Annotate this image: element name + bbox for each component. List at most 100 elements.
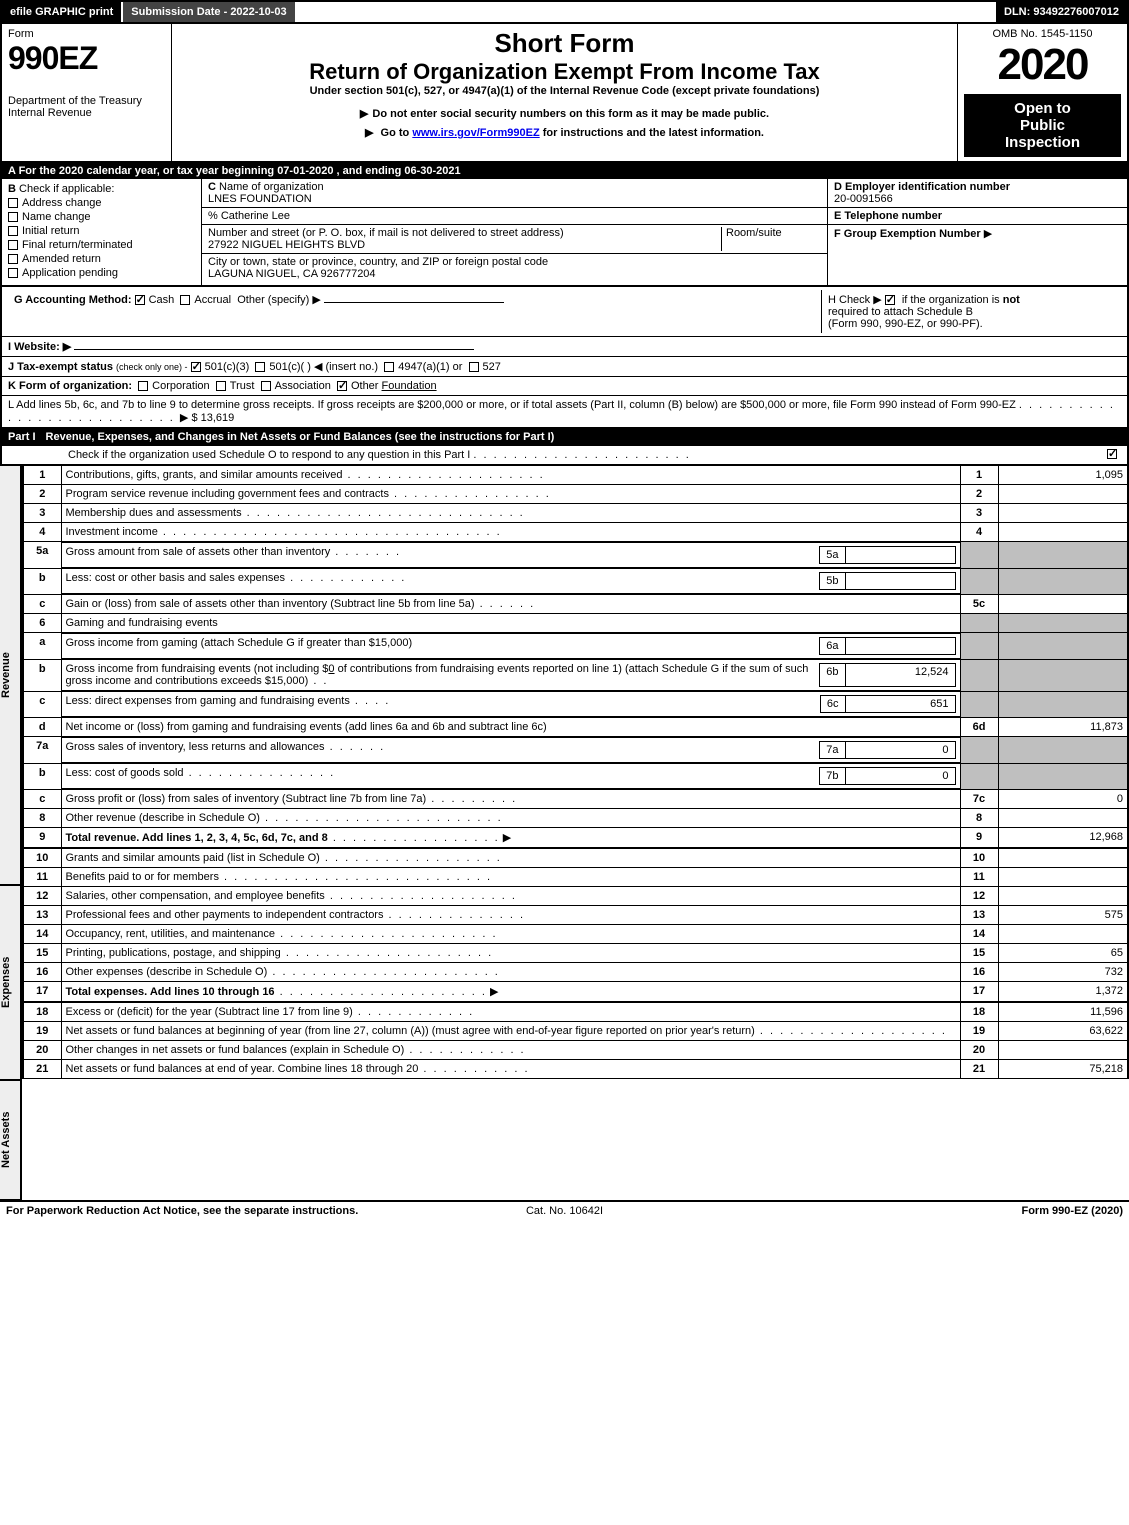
table-row: bGross income from fundraising events (n… <box>23 659 1128 691</box>
table-row: 8Other revenue (describe in Schedule O) … <box>23 809 1128 828</box>
footer-left: For Paperwork Reduction Act Notice, see … <box>6 1205 378 1217</box>
k-label: K Form of organization: <box>8 380 132 392</box>
line-text: Net assets or fund balances at end of ye… <box>61 1060 960 1079</box>
sub-num: 6a <box>819 637 845 655</box>
checkbox-trust[interactable] <box>216 381 226 391</box>
line-rnum: 8 <box>960 809 998 828</box>
sub-amount: 0 <box>846 767 956 785</box>
part-1-title: Revenue, Expenses, and Changes in Net As… <box>46 431 555 443</box>
line-num: 14 <box>23 925 61 944</box>
header-left: Form 990EZ Department of the Treasury In… <box>2 24 172 161</box>
line-text: Net assets or fund balances at beginning… <box>61 1022 960 1041</box>
footer-right-pre: Form <box>1021 1205 1052 1217</box>
goto-pre: Go to <box>381 127 413 139</box>
c-letter: C <box>208 181 216 193</box>
other-specify-input[interactable] <box>324 302 504 303</box>
l-text: L Add lines 5b, 6c, and 7b to line 9 to … <box>8 399 1016 411</box>
checkbox-address-change[interactable] <box>8 198 18 208</box>
open-line3: Inspection <box>968 134 1117 151</box>
table-row: aGross income from gaming (attach Schedu… <box>23 633 1128 660</box>
j-label: J Tax-exempt status <box>8 361 113 373</box>
sub-amount <box>846 546 956 564</box>
city-label: City or town, state or province, country… <box>208 256 548 268</box>
care-of: % Catherine Lee <box>202 208 827 225</box>
sub-amount: 651 <box>846 695 956 713</box>
checkbox-other-org[interactable] <box>337 381 347 391</box>
table-row: 7aGross sales of inventory, less returns… <box>23 737 1128 764</box>
line-rnum: 12 <box>960 887 998 906</box>
checkbox-amended-return[interactable] <box>8 254 18 264</box>
b-letter: B <box>8 183 16 195</box>
line-rnum: 19 <box>960 1022 998 1041</box>
website-input[interactable] <box>74 349 474 350</box>
topbar-spacer <box>297 2 996 22</box>
grey-cell <box>998 633 1128 660</box>
checkbox-h[interactable] <box>885 295 895 305</box>
name-change-label: Name change <box>22 211 91 223</box>
line-amount <box>998 485 1128 504</box>
checkbox-accrual[interactable] <box>180 295 190 305</box>
checkbox-application-pending[interactable] <box>8 268 18 278</box>
checkbox-schedule-o[interactable] <box>1107 449 1117 459</box>
checkbox-association[interactable] <box>261 381 271 391</box>
line-num: 15 <box>23 944 61 963</box>
h-not: not <box>1003 294 1020 306</box>
line-num: 16 <box>23 963 61 982</box>
opt-4947: 4947(a)(1) or <box>398 361 462 373</box>
line-rnum: 5c <box>960 595 998 614</box>
address-change-label: Address change <box>22 197 102 209</box>
line-text: Total revenue. Add lines 1, 2, 3, 4, 5c,… <box>61 828 960 849</box>
checkbox-initial-return[interactable] <box>8 226 18 236</box>
line-text: Gaming and fundraising events <box>61 614 960 633</box>
header-right: OMB No. 1545-1150 2020 Open to Public In… <box>957 24 1127 161</box>
line-rnum: 9 <box>960 828 998 849</box>
checkbox-cash[interactable] <box>135 295 145 305</box>
line-rnum: 4 <box>960 523 998 542</box>
line-rnum: 10 <box>960 848 998 868</box>
grey-cell <box>960 659 998 691</box>
j-note: (check only one) - <box>116 362 188 372</box>
part-1-title-bold: Revenue, Expenses, and Changes in Net As… <box>46 431 392 443</box>
line-text: Occupancy, rent, utilities, and maintena… <box>61 925 960 944</box>
grey-cell <box>998 691 1128 718</box>
h-text4: (Form 990, 990-EZ, or 990-PF). <box>828 318 983 330</box>
opt-527: 527 <box>483 361 501 373</box>
checkbox-527[interactable] <box>469 362 479 372</box>
line-num: 19 <box>23 1022 61 1041</box>
line-rnum: 6d <box>960 718 998 737</box>
line-num: 1 <box>23 466 61 485</box>
checkbox-501c3[interactable] <box>191 362 201 372</box>
line-amount: 12,968 <box>998 828 1128 849</box>
box-e-label: E Telephone number <box>834 210 942 222</box>
checkbox-final-return[interactable] <box>8 240 18 250</box>
line-text: Printing, publications, postage, and shi… <box>61 944 960 963</box>
table-row: 11Benefits paid to or for members . . . … <box>23 868 1128 887</box>
final-return-label: Final return/terminated <box>22 239 133 251</box>
sub-num: 5a <box>819 546 845 564</box>
check-if-applicable: Check if applicable: <box>19 183 114 195</box>
grey-cell <box>960 633 998 660</box>
line-num: a <box>23 633 61 660</box>
line-rnum: 18 <box>960 1002 998 1022</box>
return-title: Return of Organization Exempt From Incom… <box>178 59 951 85</box>
revenue-tab: Revenue <box>0 465 22 885</box>
checkbox-501c[interactable] <box>255 362 265 372</box>
ein-value: 20-0091566 <box>834 193 893 205</box>
irs-link[interactable]: www.irs.gov/Form990EZ <box>412 127 539 139</box>
grey-cell <box>998 542 1128 569</box>
org-name: LNES FOUNDATION <box>208 193 312 205</box>
checkbox-4947[interactable] <box>384 362 394 372</box>
checkbox-name-change[interactable] <box>8 212 18 222</box>
line-amount: 65 <box>998 944 1128 963</box>
table-row: 12Salaries, other compensation, and empl… <box>23 887 1128 906</box>
header-center: Short Form Return of Organization Exempt… <box>172 24 957 161</box>
initial-return-label: Initial return <box>22 225 79 237</box>
grey-cell <box>998 737 1128 764</box>
footer-center: Cat. No. 10642I <box>378 1205 750 1217</box>
line-num: c <box>23 790 61 809</box>
line-amount <box>998 1041 1128 1060</box>
line-text: Less: cost of goods sold . . . . . . . .… <box>62 763 960 789</box>
footer-right-post: (2020) <box>1088 1205 1123 1217</box>
line-text: Excess or (deficit) for the year (Subtra… <box>61 1002 960 1022</box>
checkbox-corporation[interactable] <box>138 381 148 391</box>
